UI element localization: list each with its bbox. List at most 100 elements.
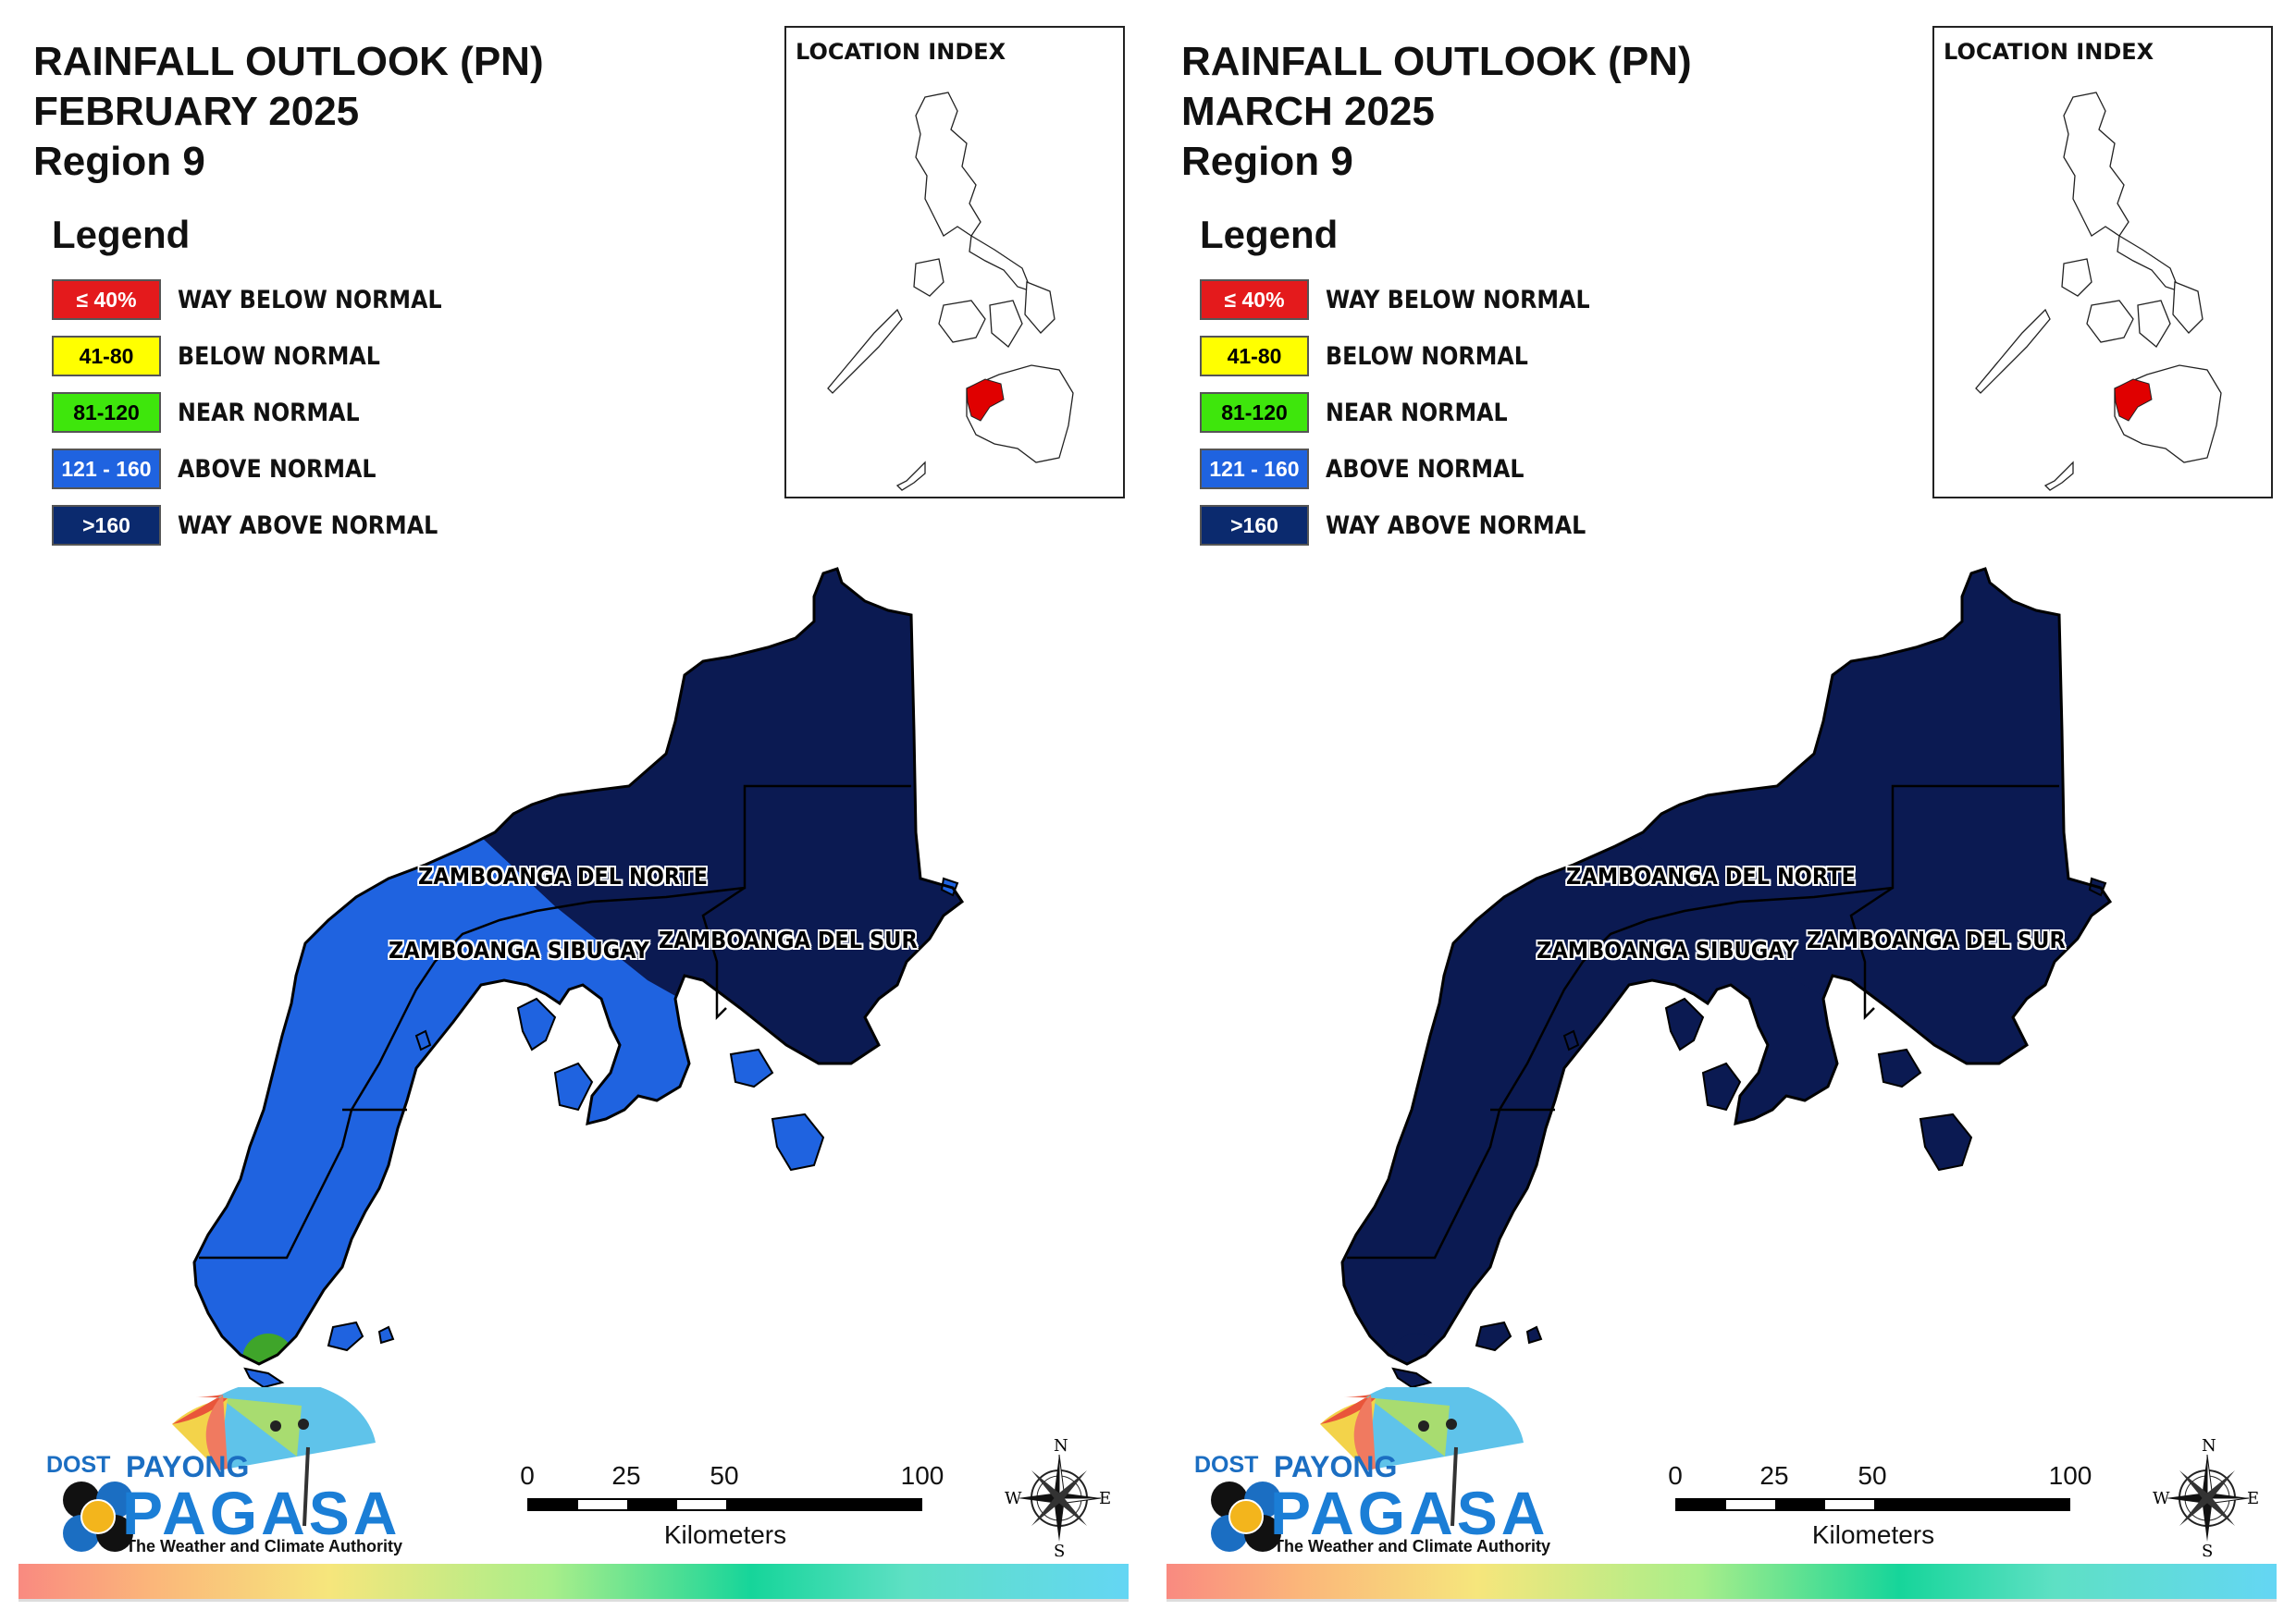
islands	[1391, 877, 2107, 1389]
legend-swatch: 121 - 160	[52, 449, 161, 489]
philippines-outline	[827, 92, 1074, 491]
inset-title: LOCATION INDEX	[1944, 39, 2154, 65]
panel-march: RAINFALL OUTLOOK (PN) MARCH 2025 Region …	[1148, 0, 2296, 1623]
zamboanga-del-sur-fill	[1342, 569, 2110, 1364]
legend-swatch: >160	[1200, 505, 1309, 546]
scale-tick-25: 25	[611, 1461, 641, 1490]
compass-w: W	[2153, 1489, 2170, 1508]
scale-bar: 0 25 50 100 Kilometers	[520, 1461, 944, 1563]
compass-n: N	[2202, 1436, 2216, 1456]
legend-item-way-above: >160 WAY ABOVE NORMAL	[1200, 503, 1626, 547]
title-line-3: Region 9	[1181, 139, 1353, 184]
location-index-inset: LOCATION INDEX	[784, 26, 1125, 498]
islands	[243, 877, 959, 1389]
footer-line	[19, 1599, 1129, 1602]
scale-tick-100: 100	[900, 1461, 944, 1490]
payong-umbrella-icon	[63, 1387, 376, 1552]
scale-tick-100: 100	[2048, 1461, 2092, 1490]
legend-item-way-below: ≤ 40% WAY BELOW NORMAL	[52, 277, 478, 322]
legend-label: WAY ABOVE NORMAL	[1326, 510, 1586, 540]
logo-dost-text: DOST	[46, 1452, 111, 1478]
region-9-map	[1340, 567, 2112, 1389]
label-zamboanga-del-norte: ZAMBOANGA DEL NORTE	[418, 863, 708, 890]
compass-n: N	[1054, 1436, 1068, 1456]
legend-swatch: 41-80	[52, 336, 161, 376]
legend-swatch: 81-120	[52, 392, 161, 433]
logo-pagasa-text: PAGASA	[122, 1479, 401, 1547]
inset-title: LOCATION INDEX	[796, 39, 1006, 65]
legend-swatch: 121 - 160	[1200, 449, 1309, 489]
label-zamboanga-del-sur: ZAMBOANGA DEL SUR	[1807, 927, 2066, 953]
compass-w: W	[1005, 1489, 1022, 1508]
legend-item-way-below: ≤ 40% WAY BELOW NORMAL	[1200, 277, 1626, 322]
compass-e: E	[2247, 1489, 2260, 1508]
logo-dost-text: DOST	[1194, 1452, 1259, 1478]
scale-bar: 0 25 50 100 Kilometers	[1668, 1461, 2092, 1563]
inset-region-highlight	[2114, 378, 2153, 422]
scale-bar-graphic	[1675, 1498, 2070, 1511]
legend-item-near: 81-120 NEAR NORMAL	[1200, 390, 1626, 435]
compass-rose-icon: N S E W	[1005, 1436, 1112, 1561]
scale-tick-0: 0	[520, 1461, 535, 1490]
legend-item-above: 121 - 160 ABOVE NORMAL	[52, 447, 478, 491]
inset-region-highlight	[966, 378, 1005, 422]
scale-tick-50: 50	[1858, 1461, 1887, 1490]
payong-umbrella-icon	[1211, 1387, 1524, 1552]
title-line-3: Region 9	[33, 139, 205, 184]
legend-title: Legend	[1200, 213, 1339, 256]
legend-label: ABOVE NORMAL	[178, 454, 376, 484]
footer-color-bar	[1167, 1564, 2277, 1599]
legend-label: WAY BELOW NORMAL	[178, 285, 442, 314]
title-line-1: RAINFALL OUTLOOK (PN)	[1181, 39, 1692, 84]
legend-swatch: ≤ 40%	[1200, 279, 1309, 320]
label-zamboanga-del-sur: ZAMBOANGA DEL SUR	[659, 927, 918, 953]
legend-item-near: 81-120 NEAR NORMAL	[52, 390, 478, 435]
legend-item-above: 121 - 160 ABOVE NORMAL	[1200, 447, 1626, 491]
compass-s: S	[1054, 1542, 1066, 1561]
scale-bar-graphic	[527, 1498, 922, 1511]
panel-february: RAINFALL OUTLOOK (PN) FEBRUARY 2025 Regi…	[19, 26, 1129, 1602]
scale-unit: Kilometers	[663, 1520, 787, 1549]
footer-line	[1167, 1599, 2277, 1602]
philippines-outline	[1975, 92, 2222, 491]
legend-swatch: ≤ 40%	[52, 279, 161, 320]
logo-tagline: The Weather and Climate Authority	[1274, 1537, 1551, 1555]
legend-title: Legend	[52, 213, 191, 256]
pagasa-logo: DOST PAYONG PAGASA The Weather and Clima…	[33, 1387, 403, 1563]
compass-e: E	[1099, 1489, 1112, 1508]
legend-item-way-above: >160 WAY ABOVE NORMAL	[52, 503, 478, 547]
footer-color-bar	[19, 1564, 1129, 1599]
compass-s: S	[2202, 1542, 2214, 1561]
legend-item-below: 41-80 BELOW NORMAL	[1200, 334, 1626, 378]
label-zamboanga-del-norte: ZAMBOANGA DEL NORTE	[1566, 863, 1856, 890]
logo-tagline: The Weather and Climate Authority	[126, 1537, 403, 1555]
legend-label: BELOW NORMAL	[178, 341, 380, 371]
scale-tick-50: 50	[710, 1461, 739, 1490]
legend: Legend ≤ 40% WAY BELOW NORMAL 41-80 BELO…	[1200, 213, 1626, 559]
zamboanga-del-sur-fill	[194, 569, 962, 1364]
legend-label: WAY ABOVE NORMAL	[178, 510, 438, 540]
region-9-map	[192, 567, 964, 1389]
compass-rose-icon: N S E W	[2153, 1436, 2260, 1561]
map-title: RAINFALL OUTLOOK (PN) MARCH 2025 Region …	[1181, 37, 1692, 187]
legend-label: NEAR NORMAL	[178, 398, 360, 427]
location-index-inset: LOCATION INDEX	[1932, 26, 2273, 498]
legend-label: ABOVE NORMAL	[1326, 454, 1524, 484]
title-line-2: FEBRUARY 2025	[33, 89, 360, 134]
label-zamboanga-sibugay: ZAMBOANGA SIBUGAY	[389, 937, 649, 964]
scale-unit: Kilometers	[1811, 1520, 1935, 1549]
title-line-1: RAINFALL OUTLOOK (PN)	[33, 39, 544, 84]
legend-label: NEAR NORMAL	[1326, 398, 1508, 427]
logo-pagasa-text: PAGASA	[1270, 1479, 1549, 1547]
logo-payong-text: PAYONG	[1274, 1450, 1398, 1483]
legend-label: BELOW NORMAL	[1326, 341, 1528, 371]
legend-swatch: 81-120	[1200, 392, 1309, 433]
title-line-2: MARCH 2025	[1181, 89, 1435, 134]
logo-payong-text: PAYONG	[126, 1450, 250, 1483]
legend-item-below: 41-80 BELOW NORMAL	[52, 334, 478, 378]
scale-tick-0: 0	[1668, 1461, 1683, 1490]
scale-tick-25: 25	[1759, 1461, 1789, 1490]
legend-swatch: >160	[52, 505, 161, 546]
label-zamboanga-sibugay: ZAMBOANGA SIBUGAY	[1537, 937, 1797, 964]
map-title: RAINFALL OUTLOOK (PN) FEBRUARY 2025 Regi…	[33, 37, 544, 187]
